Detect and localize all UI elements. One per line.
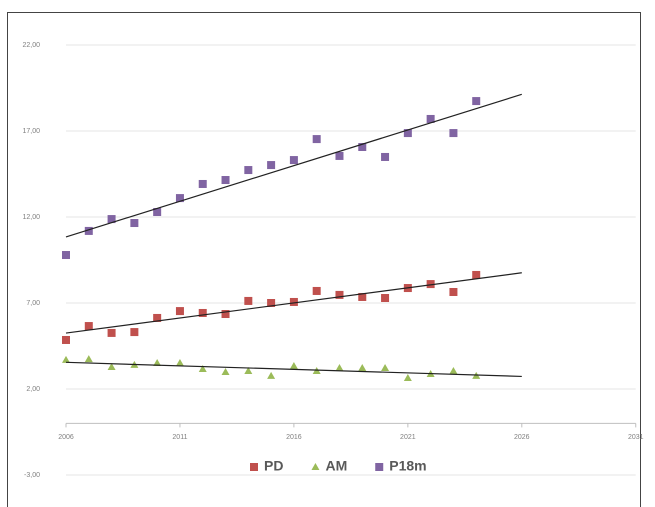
point bbox=[472, 270, 481, 279]
chart-frame bbox=[7, 12, 641, 507]
legend-label: AM bbox=[325, 458, 347, 474]
point bbox=[449, 129, 458, 138]
point bbox=[267, 371, 276, 379]
point bbox=[381, 294, 390, 303]
point bbox=[221, 310, 230, 319]
y-tick-label: 2,00 bbox=[26, 386, 40, 393]
point bbox=[84, 226, 93, 235]
x-tick-label: 2016 bbox=[286, 434, 302, 441]
point bbox=[153, 208, 162, 217]
point bbox=[244, 296, 253, 305]
x-tick-label: 2021 bbox=[400, 434, 416, 441]
legend-marker bbox=[250, 463, 258, 471]
point bbox=[62, 251, 70, 260]
y-tick-label: 17,00 bbox=[22, 128, 40, 135]
legend-marker bbox=[375, 463, 384, 471]
x-tick-label: 2026 bbox=[514, 434, 530, 441]
point bbox=[244, 366, 253, 374]
point bbox=[198, 179, 207, 188]
point bbox=[130, 328, 139, 337]
point bbox=[84, 355, 93, 363]
point bbox=[449, 287, 458, 296]
y-tick-label: 7,00 bbox=[26, 300, 40, 307]
point bbox=[130, 219, 139, 228]
point bbox=[175, 307, 184, 316]
point bbox=[107, 362, 116, 370]
y-tick-label: 12,00 bbox=[22, 214, 40, 221]
y-tick-label: -3,00 bbox=[24, 472, 40, 479]
point bbox=[153, 359, 162, 367]
point bbox=[289, 156, 298, 165]
point bbox=[175, 359, 184, 367]
point bbox=[312, 135, 321, 144]
point bbox=[426, 114, 435, 123]
x-tick-label: 2031 bbox=[628, 434, 644, 441]
point bbox=[62, 355, 70, 363]
point bbox=[267, 161, 276, 170]
point bbox=[153, 313, 162, 322]
point bbox=[449, 366, 458, 374]
point bbox=[175, 194, 184, 203]
legend-label: P18m bbox=[389, 458, 426, 474]
point bbox=[358, 364, 367, 372]
point bbox=[335, 290, 344, 299]
point bbox=[472, 97, 481, 106]
point bbox=[107, 328, 116, 337]
point bbox=[244, 166, 253, 175]
point bbox=[198, 365, 207, 373]
x-tick-label: 2006 bbox=[58, 434, 74, 441]
point bbox=[198, 308, 207, 317]
point bbox=[358, 142, 367, 151]
legend-marker bbox=[311, 463, 320, 470]
point bbox=[381, 364, 390, 372]
trendline bbox=[65, 272, 522, 334]
point bbox=[221, 367, 230, 375]
point bbox=[335, 151, 344, 160]
trendline bbox=[65, 361, 522, 378]
point bbox=[312, 286, 321, 295]
point bbox=[403, 373, 412, 381]
point bbox=[358, 292, 367, 301]
y-tick-label: 22,00 bbox=[22, 42, 40, 49]
point bbox=[381, 152, 390, 161]
x-tick-label: 2011 bbox=[172, 434, 187, 441]
point bbox=[289, 297, 298, 306]
point bbox=[403, 129, 412, 138]
point bbox=[289, 361, 298, 369]
point bbox=[107, 215, 116, 224]
point bbox=[62, 335, 70, 344]
point bbox=[267, 299, 276, 307]
point bbox=[335, 364, 344, 372]
point bbox=[84, 322, 93, 331]
trendline bbox=[65, 93, 522, 238]
legend-label: PD bbox=[264, 458, 283, 474]
point bbox=[221, 176, 230, 185]
point bbox=[426, 280, 435, 289]
